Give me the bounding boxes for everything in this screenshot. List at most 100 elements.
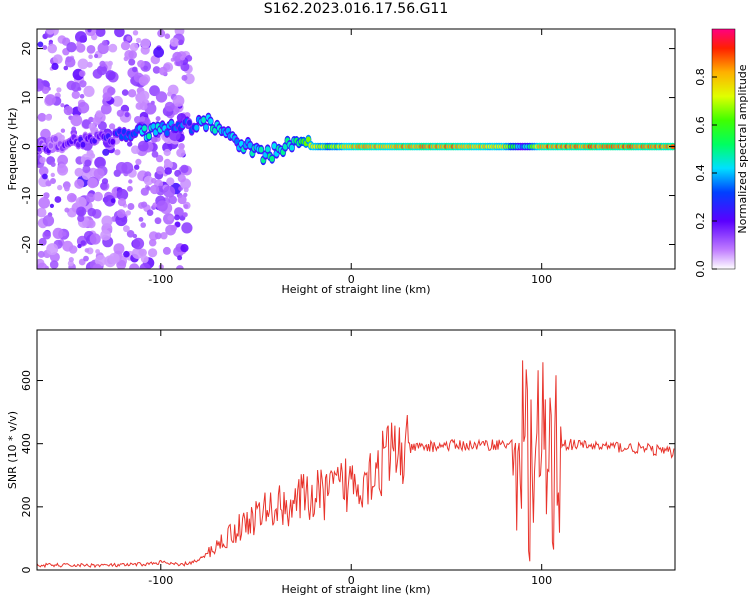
spectrogram-cell <box>110 198 116 204</box>
spectrogram-cell <box>95 254 107 267</box>
spectrogram-cell <box>132 66 138 73</box>
spectrogram-cell <box>149 184 160 195</box>
spectrogram-cell <box>68 245 78 254</box>
spectrogram-cell <box>46 243 59 256</box>
spectrogram-cell <box>139 102 148 111</box>
y-tick-label: -10 <box>20 187 33 205</box>
spectrogram-cell <box>43 192 50 199</box>
spectrogram-cell <box>70 82 81 92</box>
spectrogram-cell <box>93 168 105 179</box>
y-tick-label: 600 <box>20 370 33 391</box>
spectrogram-cell <box>180 55 186 61</box>
colorbar-tick-label: 0.2 <box>694 212 707 230</box>
spectrogram-cell <box>112 95 123 107</box>
spectrogram-cell <box>162 142 173 153</box>
spectrogram-cell <box>120 41 131 51</box>
spectrogram-cell <box>109 123 116 130</box>
x-tick-label: 100 <box>531 574 552 587</box>
spectrogram-cell <box>58 134 65 141</box>
spectrogram-cell <box>56 87 62 93</box>
x-tick-label: -100 <box>148 574 173 587</box>
spectrogram-cell <box>60 103 65 108</box>
spectrogram-cell <box>110 138 116 145</box>
spectrogram-cell <box>84 159 92 167</box>
spectrogram-cells <box>37 29 675 269</box>
spectrogram-cell <box>203 124 209 131</box>
spectrogram-cell <box>87 219 96 229</box>
spectrogram-cell <box>68 257 74 263</box>
colorbar-label: Normalized spectral amplitude <box>736 64 749 233</box>
spectrogram-cell <box>87 29 92 33</box>
spectrogram-cell <box>57 154 68 166</box>
spectrogram-xlabel: Height of straight line (km) <box>281 283 430 296</box>
spectrogram-cell <box>158 66 168 76</box>
spectrogram-cell <box>64 207 70 213</box>
spectrogram-cell <box>174 207 184 217</box>
y-tick-label: 10 <box>20 91 33 105</box>
spectrogram-cell <box>163 148 171 157</box>
spectrogram-cell <box>154 217 162 225</box>
spectrogram-cell <box>97 42 110 55</box>
spectrogram-cell <box>134 164 140 170</box>
spectrogram-cell <box>102 92 112 102</box>
spectrogram-cell <box>92 263 102 269</box>
spectrogram-cell <box>66 42 77 53</box>
spectrogram-cell <box>77 214 85 222</box>
spectrogram-cell <box>129 263 140 269</box>
spectrogram-cell <box>132 30 139 36</box>
spectrogram-cell <box>127 89 137 98</box>
y-tick-label: -20 <box>20 236 33 254</box>
spectrogram-cell <box>75 196 87 208</box>
spectrogram-cell <box>176 148 186 158</box>
spectrogram-cell <box>126 185 133 192</box>
spectrogram-cell <box>50 162 56 167</box>
snr-xlabel: Height of straight line (km) <box>281 583 430 596</box>
spectrogram-cell <box>88 116 94 123</box>
spectrogram-cell <box>37 112 47 122</box>
spectrogram-cell <box>37 250 45 258</box>
spectrogram-cell <box>49 203 55 208</box>
spectrogram-cell <box>71 126 77 132</box>
spectrogram-cell <box>74 178 85 189</box>
spectrogram-cell <box>132 237 145 250</box>
snr-background <box>37 330 675 570</box>
spectrogram-cell <box>108 252 120 264</box>
spectrogram-cell <box>42 173 48 180</box>
spectrogram-cell <box>177 194 187 205</box>
y-tick-label: 20 <box>20 42 33 56</box>
colorbar-ticks: 0.0 0.2 0.4 0.6 0.8 <box>694 68 717 278</box>
spectrogram-cell <box>126 35 132 42</box>
spectrogram-cell <box>139 90 150 101</box>
spectrogram-cell <box>176 265 184 269</box>
spectrogram-cell <box>94 156 106 169</box>
spectrogram-cell <box>208 118 214 125</box>
spectrogram-cell <box>114 149 121 156</box>
spectrogram-cell <box>170 224 177 232</box>
spectrogram-cell <box>167 91 172 97</box>
spectrogram-cell <box>164 167 172 175</box>
spectrogram-cell <box>40 128 51 140</box>
spectrogram-cell <box>182 212 188 218</box>
spectrogram-cell <box>99 60 106 67</box>
spectrogram-cell <box>38 166 49 176</box>
spectrogram-cell <box>87 207 97 217</box>
spectrogram-cell <box>164 160 173 170</box>
page-title: S162.2023.016.17.56.G11 <box>263 1 449 17</box>
spectrogram-cell <box>138 217 144 222</box>
colorbar-tick-label: 0.0 <box>694 260 707 278</box>
spectrogram-cell <box>131 145 140 154</box>
spectrogram-cell <box>52 227 64 239</box>
spectrogram-cell <box>139 262 151 269</box>
spectrogram-cell <box>87 177 98 189</box>
spectrogram-cell <box>78 70 86 77</box>
spectrogram-cell <box>141 201 148 208</box>
spectrogram-cell <box>138 249 145 256</box>
spectrogram-cell <box>96 65 107 76</box>
spectrogram-cell <box>77 101 90 114</box>
spectrogram-cell <box>143 257 148 262</box>
spectrogram-cell <box>71 90 81 100</box>
spectrogram-cell <box>101 178 109 185</box>
spectrogram-cell <box>116 259 127 269</box>
spectrogram-cell <box>92 116 102 126</box>
